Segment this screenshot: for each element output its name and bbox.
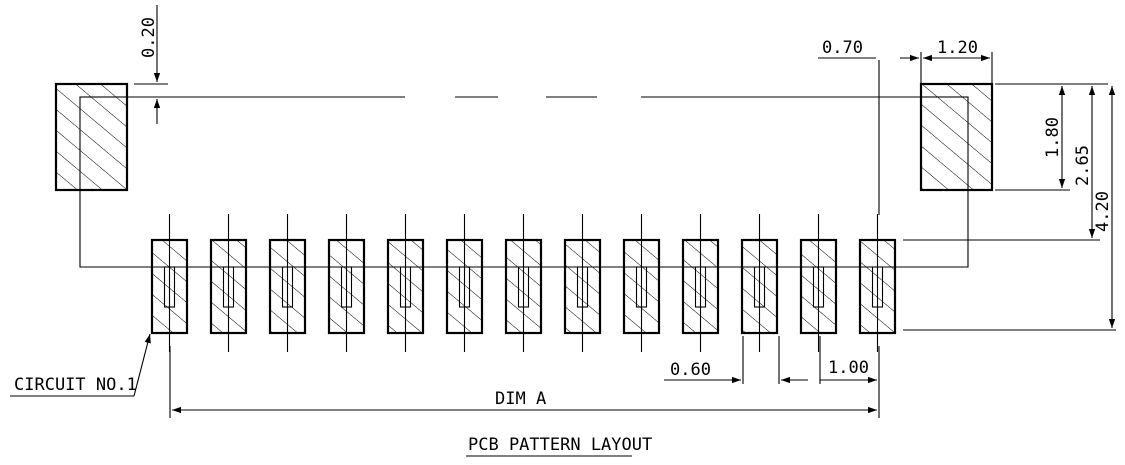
pad-contact-slot (812, 266, 825, 308)
pad-land (681, 238, 720, 335)
pad-land (445, 238, 484, 335)
contact-pad-row (150, 214, 897, 352)
pad-contact-slot (517, 266, 530, 308)
pad-land (799, 238, 838, 335)
pad-land (504, 238, 543, 335)
contact-pad (858, 214, 897, 352)
dim-pad-width-label: 0.60 (670, 360, 711, 380)
pad-land (740, 238, 779, 335)
pad-land (327, 238, 366, 335)
dim-tab-height: 1.80 (1043, 86, 1066, 188)
contact-pad (622, 214, 661, 352)
pad-contact-slot (340, 266, 353, 308)
pad-contact-slot (458, 266, 471, 308)
mounting-tab-left (54, 82, 129, 192)
pad-contact-slot (163, 266, 176, 308)
pad-contact-slot (635, 266, 648, 308)
contact-pad (150, 214, 189, 352)
pad-contact-slot (399, 266, 412, 308)
pad-land (209, 238, 248, 335)
dim-pitch-label: 1.00 (828, 358, 869, 378)
pad-land (563, 238, 602, 335)
dim-span-label: DIM A (495, 389, 546, 409)
dim-edge-gap-label: 0.70 (822, 38, 863, 58)
pad-contact-slot (222, 266, 235, 308)
pad-land (268, 238, 307, 335)
dim-span: DIM A (169, 346, 880, 418)
contact-pad (209, 214, 248, 352)
dim-overall-depth: 4.20 (1093, 86, 1116, 328)
contact-pad (681, 214, 720, 352)
drawing-caption: PCB PATTERN LAYOUT (468, 435, 652, 455)
right-extension-lines (878, 52, 1116, 331)
contact-pad (740, 214, 779, 352)
pad-land (150, 238, 189, 335)
dim-tab-to-pad: 2.65 (1073, 86, 1096, 238)
mounting-tab-right (919, 82, 994, 192)
dim-overall-depth-label: 4.20 (1093, 191, 1113, 232)
dim-tab-to-pad-label: 2.65 (1073, 145, 1093, 186)
pad-contact-slot (576, 266, 589, 308)
circuit-one-callout: CIRCUIT NO.1 (10, 333, 151, 397)
contact-pad (445, 214, 484, 352)
dim-edge-gap: 0.70 (818, 38, 919, 62)
circuit-one-label: CIRCUIT NO.1 (14, 375, 137, 395)
dim-tab-offset-label: 0.20 (139, 17, 159, 58)
pad-land (386, 238, 425, 335)
contact-pad (327, 214, 366, 352)
dim-tab-offset: 0.20 (134, 5, 168, 124)
dim-pitch: 1.00 (819, 336, 877, 384)
pad-contact-slot (694, 266, 707, 308)
contact-pad (504, 214, 543, 352)
dim-tab-width: 1.20 (923, 38, 990, 62)
contact-pad (563, 214, 602, 352)
mounting-tab-right-inner (920, 96, 969, 191)
pad-land (858, 238, 897, 335)
pad-land (622, 238, 661, 335)
pad-contact-slot (753, 266, 766, 308)
contact-pad (799, 214, 838, 352)
dim-tab-height-label: 1.80 (1043, 117, 1063, 158)
dim-pad-width: 0.60 (664, 336, 808, 384)
pad-contact-slot (871, 266, 884, 308)
contact-pad (386, 214, 425, 352)
dim-tab-width-label: 1.20 (937, 38, 978, 58)
pad-contact-slot (281, 266, 294, 308)
mounting-tab-left-inner (79, 96, 128, 191)
contact-pad (268, 214, 307, 352)
